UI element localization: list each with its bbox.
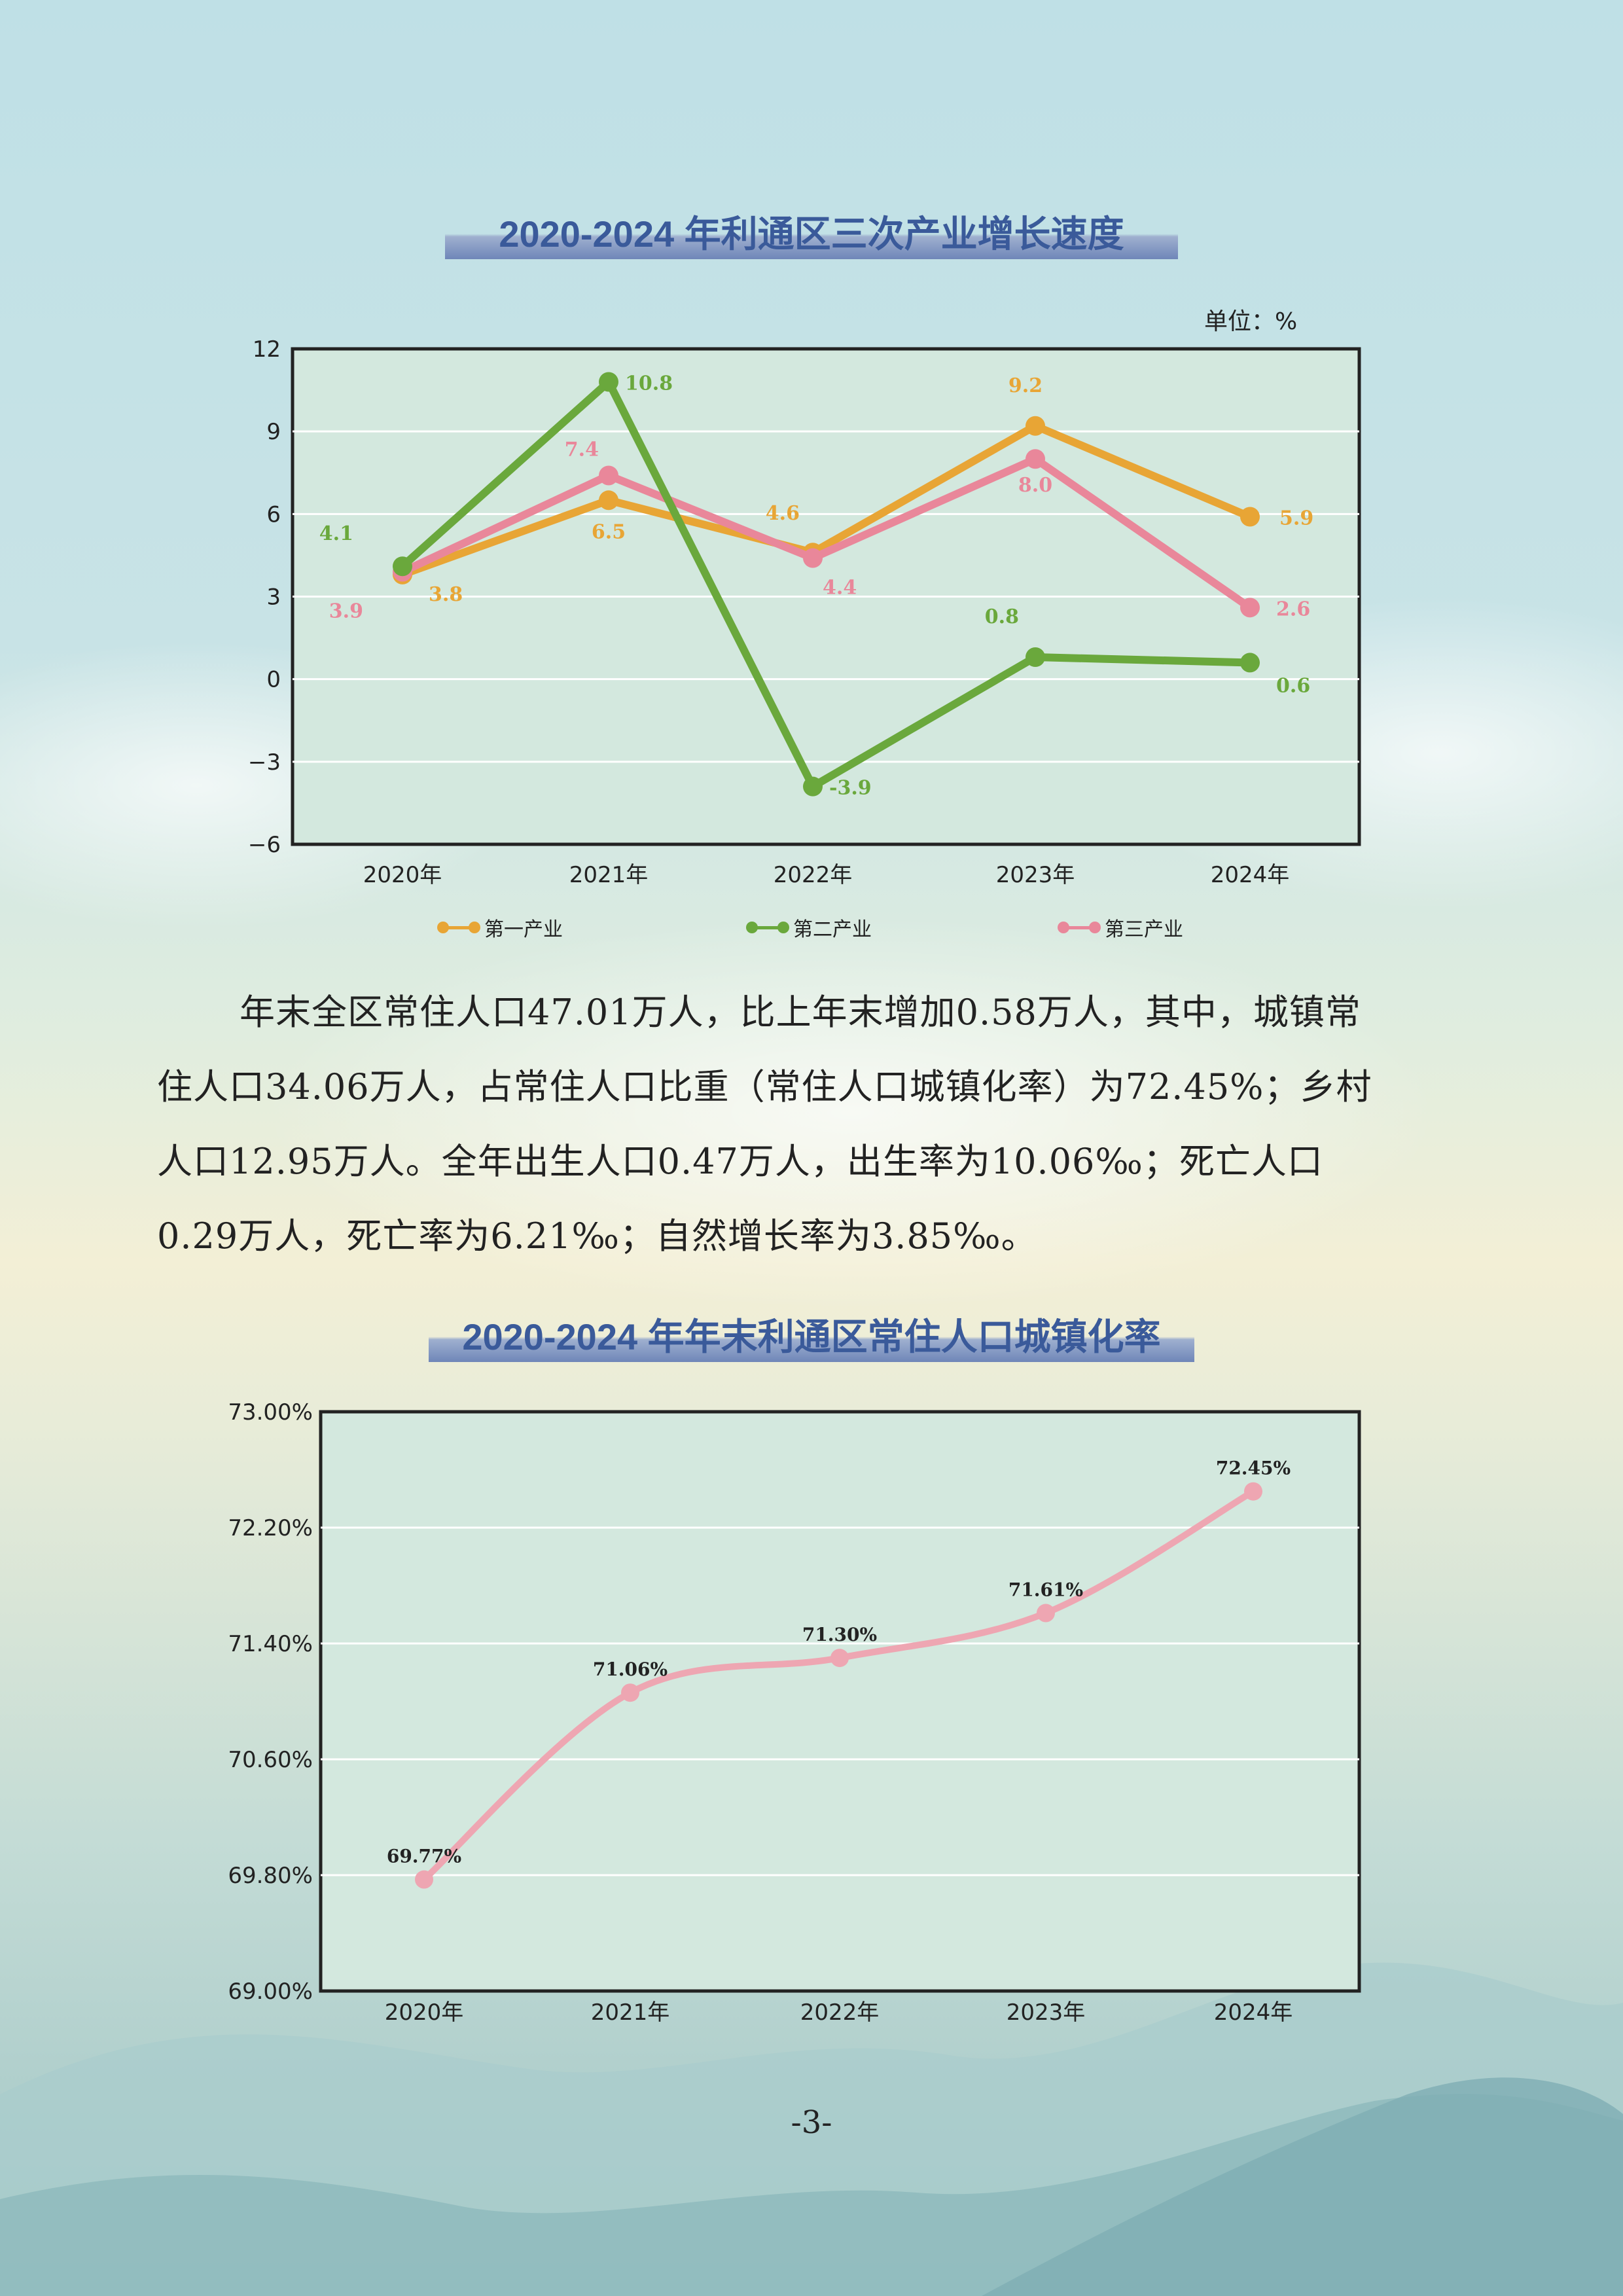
data-point-secondary bbox=[599, 372, 618, 392]
chart2-y-tick-label: 73.00% bbox=[228, 1399, 313, 1426]
chart1-x-axis: 2020年 2021年 2022年 2023年 2024年 bbox=[363, 862, 1290, 888]
data-point-tertiary bbox=[1026, 449, 1045, 469]
chart2-x-tick-label: 2020年 bbox=[385, 2000, 464, 2026]
data-label-urbanization: 72.45% bbox=[1216, 1458, 1291, 1479]
paragraph-line: 人口12.95万人。全年出生人口0.47万人，出生率为10.06‰；死亡人口 bbox=[157, 1141, 1323, 1182]
chart2-series bbox=[415, 1482, 1262, 1889]
chart1-y-tick-label: −6 bbox=[248, 832, 281, 858]
chart2-x-tick-label: 2024年 bbox=[1214, 2000, 1293, 2026]
legend-swatch-primary bbox=[437, 921, 480, 934]
chart1-y-tick-label: 0 bbox=[266, 667, 281, 693]
page-number: -3- bbox=[791, 2104, 832, 2141]
data-point-urbanization bbox=[1244, 1482, 1262, 1501]
chart2-y-tick-label: 69.00% bbox=[228, 1979, 313, 2005]
chart1-y-tick-label: 12 bbox=[253, 336, 281, 363]
chart2-x-axis: 2020年 2021年 2022年 2023年 2024年 bbox=[385, 2000, 1293, 2026]
data-label-primary: 9.2 bbox=[1008, 374, 1043, 397]
data-label-urbanization: 71.06% bbox=[593, 1659, 668, 1680]
chart1-gridlines bbox=[293, 430, 1359, 763]
legend-item-tertiary: 第三产业 bbox=[1058, 913, 1183, 942]
chart1-x-tick-label: 2021年 bbox=[569, 862, 649, 888]
paragraph-line: 住人口34.06万人，占常住人口比重（常住人口城镇化率）为72.45%；乡村 bbox=[157, 1066, 1372, 1107]
data-point-urbanization bbox=[830, 1649, 849, 1668]
data-label-tertiary: 4.4 bbox=[823, 577, 857, 600]
chart2-plot-area bbox=[319, 1410, 1361, 1993]
data-label-urbanization: 71.30% bbox=[802, 1624, 877, 1645]
data-point-tertiary bbox=[803, 548, 823, 568]
chart1-data-labels: 3.8 6.5 4.6 9.2 5.9 4.1 10.8 -3.9 0.8 0.6 3.9 7.4 4.… bbox=[319, 372, 1313, 799]
data-point-primary bbox=[599, 490, 618, 511]
chart1-unit-label: 单位：% bbox=[1204, 308, 1298, 335]
data-label-tertiary: 7.4 bbox=[565, 438, 599, 461]
chart2-x-tick-label: 2023年 bbox=[1007, 2000, 1086, 2026]
data-label-tertiary: 8.0 bbox=[1018, 474, 1052, 497]
body-paragraph: 年末全区常住人口47.01万人，比上年末增加0.58万人，其中，城镇常 住人口3… bbox=[157, 975, 1466, 1274]
chart1-x-tick-label: 2023年 bbox=[996, 862, 1075, 888]
chart1-x-tick-label: 2020年 bbox=[363, 862, 442, 888]
chart1-industry-growth: 12 9 6 3 0 −3 −6 2020年 2021年 2022年 2023年 2024年 3.8… bbox=[248, 336, 1361, 888]
data-point-urbanization bbox=[621, 1683, 639, 1702]
data-point-urbanization bbox=[1037, 1604, 1055, 1623]
data-point-primary bbox=[1240, 507, 1260, 527]
data-label-primary: 6.5 bbox=[592, 520, 626, 543]
chart1-y-tick-label: 3 bbox=[266, 584, 281, 611]
data-label-primary: 5.9 bbox=[1279, 507, 1313, 530]
data-point-primary bbox=[1026, 416, 1045, 436]
chart2-y-tick-label: 71.40% bbox=[228, 1631, 313, 1657]
data-label-secondary: 10.8 bbox=[625, 372, 673, 395]
data-point-urbanization bbox=[415, 1870, 433, 1889]
chart2-title: 2020-2024 年年末利通区常住人口城镇化率 bbox=[429, 1306, 1194, 1362]
legend-label-secondary: 第二产业 bbox=[793, 918, 872, 941]
chart2-y-tick-label: 70.60% bbox=[228, 1747, 313, 1773]
data-point-tertiary bbox=[1240, 598, 1260, 618]
cloud-shape bbox=[262, 916, 1440, 1309]
data-label-primary: 4.6 bbox=[766, 502, 800, 525]
legend-label-primary: 第一产业 bbox=[484, 918, 563, 941]
data-point-secondary bbox=[393, 556, 412, 577]
chart1-series bbox=[393, 372, 1260, 797]
paragraph-line: 0.29万人，死亡率为6.21‰；自然增长率为3.85‰。 bbox=[157, 1215, 1037, 1257]
legend-swatch-tertiary bbox=[1058, 921, 1101, 934]
data-label-tertiary: 2.6 bbox=[1276, 598, 1310, 620]
chart2-gridlines bbox=[321, 1526, 1359, 1876]
chart2-y-tick-label: 69.80% bbox=[228, 1863, 313, 1889]
chart1-y-tick-label: 6 bbox=[266, 501, 281, 528]
data-label-urbanization: 69.77% bbox=[387, 1846, 461, 1867]
data-label-primary: 3.8 bbox=[429, 583, 463, 606]
chart2-y-tick-label: 72.20% bbox=[228, 1515, 313, 1541]
chart1-y-tick-label: 9 bbox=[266, 419, 281, 445]
legend-item-secondary: 第二产业 bbox=[746, 913, 872, 942]
chart1-title: 2020-2024 年利通区三次产业增长速度 bbox=[445, 203, 1178, 259]
mountain-shape bbox=[982, 2077, 1623, 2296]
chart2-urbanization-rate: 73.00% 72.20% 71.40% 70.60% 69.80% 69.00% 202… bbox=[228, 1399, 1361, 2026]
legend-label-tertiary: 第三产业 bbox=[1105, 918, 1183, 941]
data-label-secondary: 0.8 bbox=[985, 605, 1019, 628]
data-point-tertiary bbox=[599, 465, 618, 486]
chart2-data-labels: 69.77% 71.06% 71.30% 71.61% 72.45% bbox=[387, 1458, 1291, 1867]
chart1-x-tick-label: 2022年 bbox=[774, 862, 853, 888]
data-label-tertiary: 3.9 bbox=[329, 600, 363, 623]
legend-swatch-secondary bbox=[746, 921, 789, 934]
data-point-secondary bbox=[803, 776, 823, 797]
legend-item-primary: 第一产业 bbox=[437, 913, 563, 942]
chart2-x-tick-label: 2021年 bbox=[591, 2000, 670, 2026]
chart1-x-tick-label: 2024年 bbox=[1211, 862, 1290, 888]
data-label-secondary: 4.1 bbox=[319, 522, 353, 545]
chart1-y-tick-label: −3 bbox=[248, 749, 281, 776]
chart2-y-axis: 73.00% 72.20% 71.40% 70.60% 69.80% 69.00% bbox=[228, 1399, 313, 2005]
data-point-secondary bbox=[1240, 653, 1260, 673]
data-point-secondary bbox=[1026, 647, 1045, 668]
chart2-x-tick-label: 2022年 bbox=[800, 2000, 880, 2026]
data-label-secondary: 0.6 bbox=[1276, 674, 1310, 697]
data-label-secondary: -3.9 bbox=[829, 777, 872, 800]
data-label-urbanization: 71.61% bbox=[1008, 1579, 1083, 1601]
chart1-y-axis: 12 9 6 3 0 −3 −6 bbox=[248, 336, 281, 858]
paragraph-line: 年末全区常住人口47.01万人，比上年末增加0.58万人，其中，城镇常 bbox=[240, 992, 1361, 1033]
